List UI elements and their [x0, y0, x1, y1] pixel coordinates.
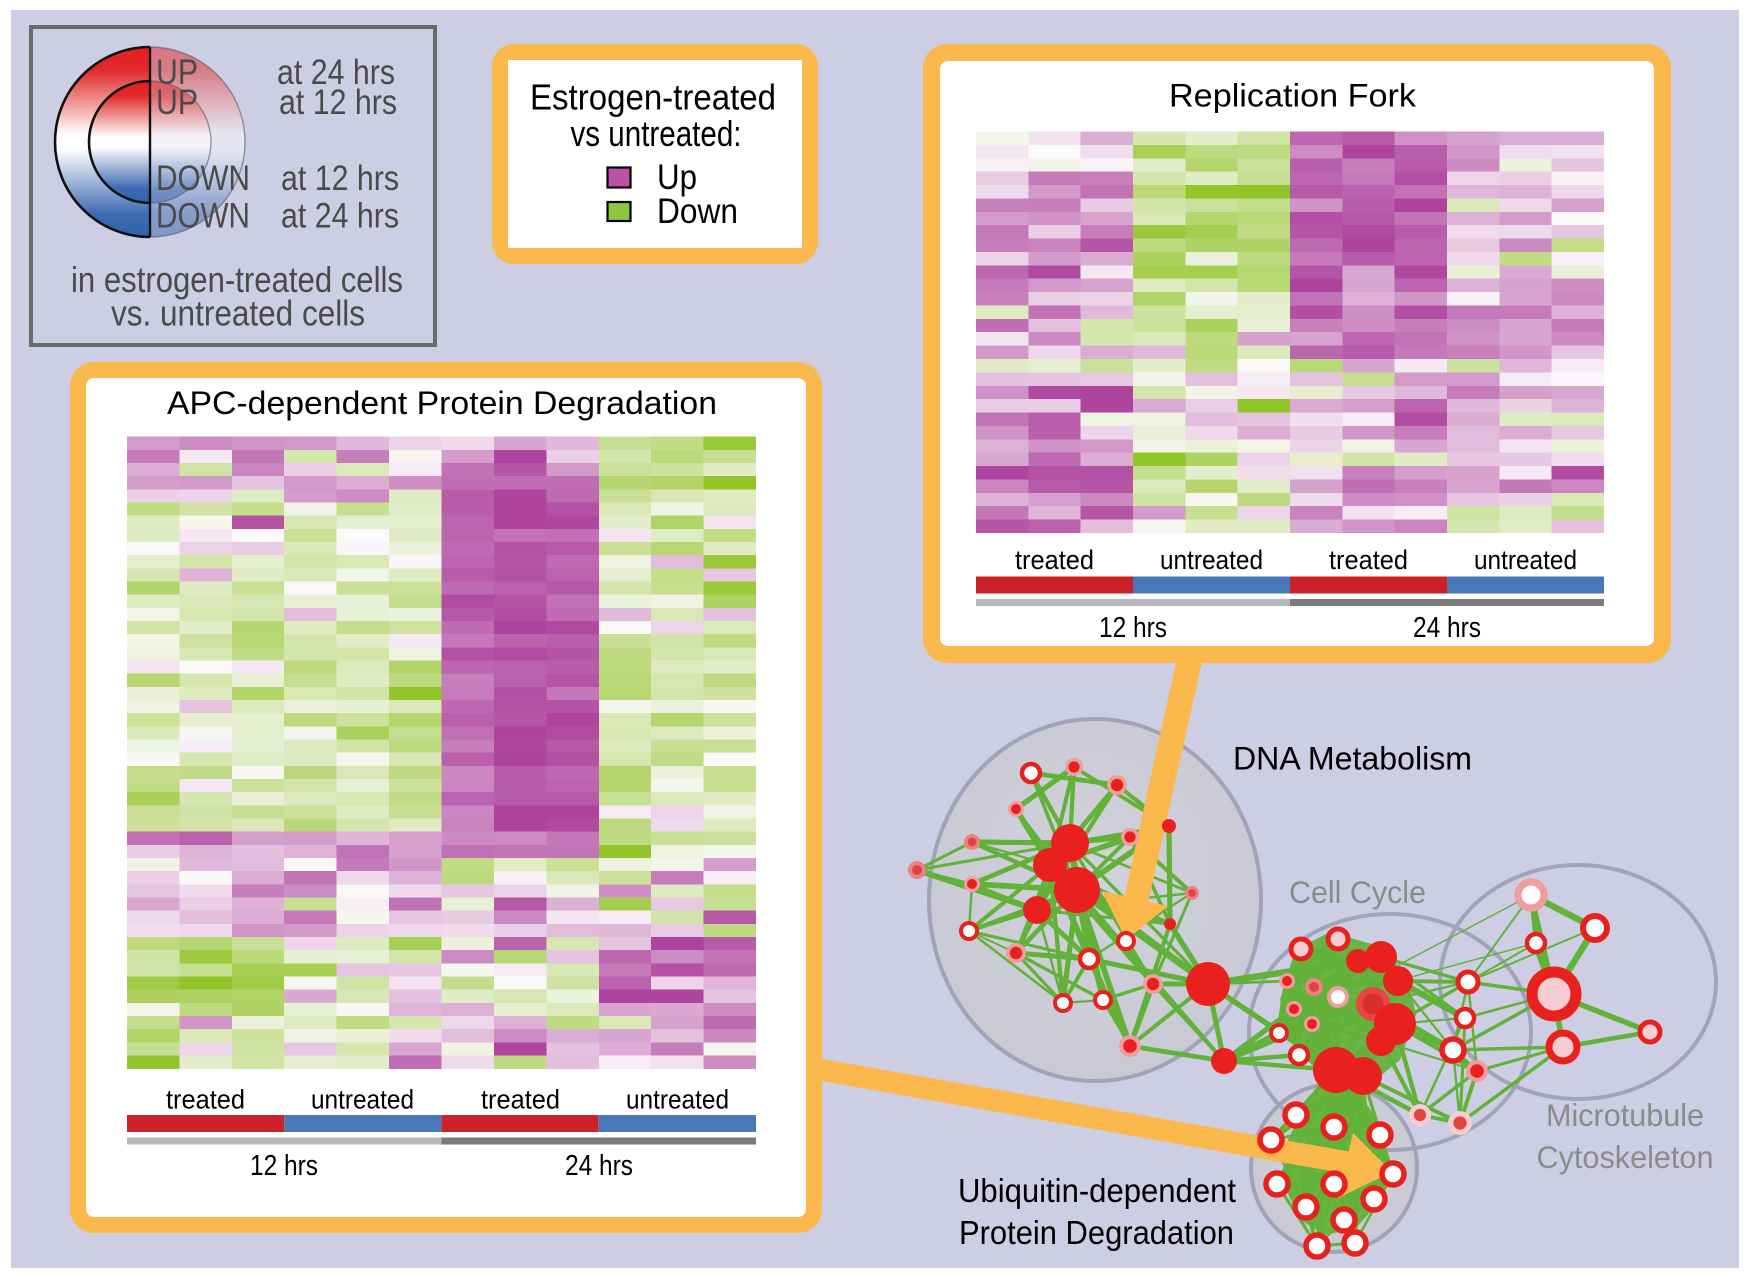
svg-text:treated: treated [166, 1085, 245, 1115]
svg-text:treated: treated [481, 1085, 560, 1115]
svg-text:12 hrs: 12 hrs [1099, 612, 1167, 644]
svg-text:at 24 hrs: at 24 hrs [277, 53, 395, 92]
svg-text:24 hrs: 24 hrs [1413, 612, 1481, 644]
svg-text:untreated: untreated [626, 1085, 729, 1115]
svg-text:12 hrs: 12 hrs [250, 1150, 318, 1182]
svg-text:APC-dependent Protein Degradat: APC-dependent Protein Degradation [167, 385, 717, 421]
svg-text:Cytoskeleton: Cytoskeleton [1537, 1139, 1714, 1175]
svg-text:24 hrs: 24 hrs [565, 1150, 633, 1182]
svg-text:untreated: untreated [1160, 545, 1263, 575]
svg-text:untreated: untreated [311, 1085, 414, 1115]
svg-text:Ubiquitin-dependent: Ubiquitin-dependent [958, 1173, 1237, 1210]
svg-text:vs untreated:: vs untreated: [571, 113, 742, 154]
svg-text:UP: UP [156, 53, 198, 92]
svg-text:in estrogen-treated cells: in estrogen-treated cells [71, 259, 403, 300]
svg-text:untreated: untreated [1474, 545, 1577, 575]
svg-text:Down: Down [657, 192, 738, 231]
svg-text:DOWN: DOWN [156, 159, 250, 198]
svg-text:at 24 hrs: at 24 hrs [281, 197, 399, 236]
svg-text:Protein Degradation: Protein Degradation [959, 1215, 1234, 1252]
svg-text:at 12 hrs: at 12 hrs [281, 159, 399, 198]
svg-text:treated: treated [1015, 545, 1094, 575]
svg-text:Microtubule: Microtubule [1546, 1097, 1704, 1133]
svg-text:DNA Metabolism: DNA Metabolism [1233, 741, 1472, 777]
svg-text:Cell Cycle: Cell Cycle [1289, 874, 1426, 910]
svg-text:DOWN: DOWN [156, 197, 250, 236]
svg-text:Up: Up [657, 158, 697, 197]
svg-text:Replication Fork: Replication Fork [1169, 77, 1417, 113]
svg-text:at 12 hrs: at 12 hrs [279, 83, 397, 122]
svg-text:UP: UP [156, 83, 198, 122]
svg-text:Estrogen-treated: Estrogen-treated [530, 77, 776, 118]
svg-text:vs. untreated cells: vs. untreated cells [111, 293, 365, 334]
svg-text:treated: treated [1329, 545, 1408, 575]
